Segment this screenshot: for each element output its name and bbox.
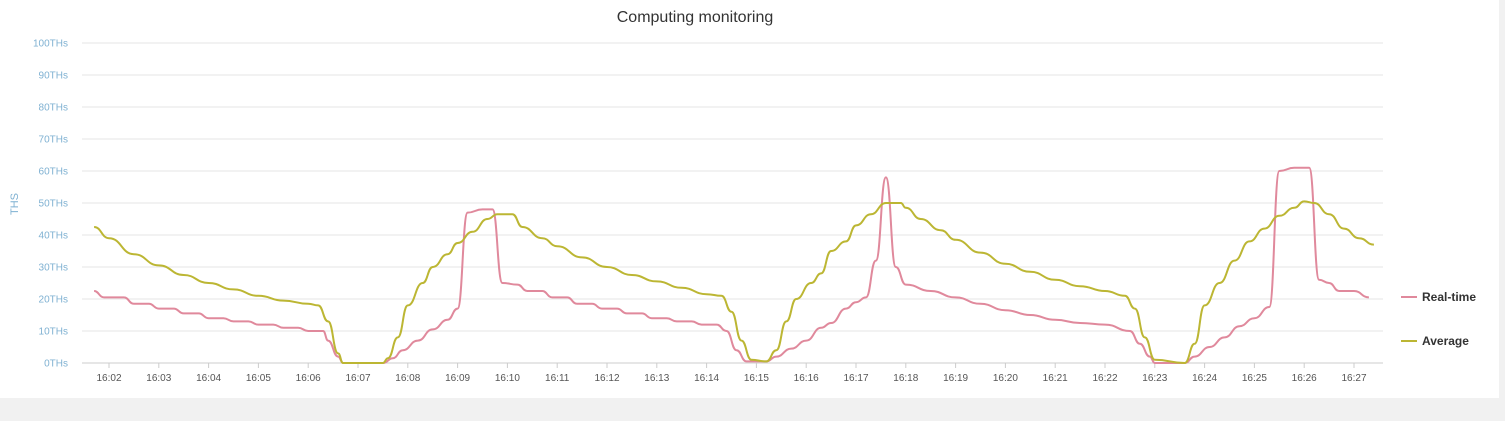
x-tick-label: 16:13 [644,373,669,384]
x-tick-label: 16:10 [495,373,520,384]
x-tick-label: 16:09 [445,373,470,384]
x-tick-label: 16:06 [296,373,321,384]
x-tick-label: 16:02 [96,373,121,384]
x-tick-label: 16:07 [345,373,370,384]
legend-label: Real-time [1422,290,1476,304]
x-tick-label: 16:03 [146,373,171,384]
y-tick-label: 90THs [39,71,68,82]
x-tick-label: 16:12 [594,373,619,384]
x-tick-label: 16:04 [196,373,221,384]
x-tick-label: 16:05 [246,373,271,384]
y-tick-label: 40THs [39,231,68,242]
x-axis: 16:02 16:03 16:04 16:05 16:06 16:07 16:08 16:09… [82,362,1383,384]
y-tick-label: 100THs [33,39,68,50]
x-tick-label: 16:24 [1192,373,1217,384]
y-tick-label: 70THs [39,135,68,146]
x-tick-label: 16:22 [1092,373,1117,384]
y-tick-label: 20THs [39,295,68,306]
x-tick-label: 16:14 [694,373,719,384]
y-tick-label: 60THs [39,167,68,178]
series-line-real-time [93,166,1369,365]
y-tick-label: 0THs [44,359,68,370]
legend: Real-time Average [1401,290,1476,348]
x-tick-label: 16:15 [744,373,769,384]
x-tick-label: 16:27 [1341,373,1366,384]
x-tick-label: 16:21 [1043,373,1068,384]
y-tick-label: 30THs [39,263,68,274]
y-axis-ticks: 0THs 10THs 20THs 30THs 40THs 50THs 60THs 70THs 8… [33,39,68,370]
y-tick-label: 10THs [39,327,68,338]
x-tick-label: 16:18 [893,373,918,384]
chart-panel: Computing monitoring THS 0THs 10THs 20THs 3… [0,0,1505,398]
y-tick-label: 50THs [39,199,68,210]
x-tick-label: 16:25 [1242,373,1267,384]
x-tick-label: 16:08 [395,373,420,384]
legend-item[interactable]: Real-time [1401,290,1476,304]
scrollbar-edge [1499,0,1505,398]
x-tick-label: 16:23 [1142,373,1167,384]
legend-item[interactable]: Average [1401,334,1469,348]
computing-monitoring-chart: Computing monitoring THS 0THs 10THs 20THs 3… [9,9,1476,384]
x-tick-label: 16:26 [1292,373,1317,384]
gridlines [82,42,1383,364]
legend-label: Average [1422,334,1469,348]
chart-title: Computing monitoring [617,9,774,26]
y-axis-label: THS [9,193,21,215]
x-tick-label: 16:16 [794,373,819,384]
x-tick-label: 16:17 [843,373,868,384]
x-tick-label: 16:19 [943,373,968,384]
x-tick-label: 16:11 [545,373,570,384]
series-lines [93,166,1374,365]
y-tick-label: 80THs [39,103,68,114]
x-tick-label: 16:20 [993,373,1018,384]
series-line-average [93,200,1374,365]
